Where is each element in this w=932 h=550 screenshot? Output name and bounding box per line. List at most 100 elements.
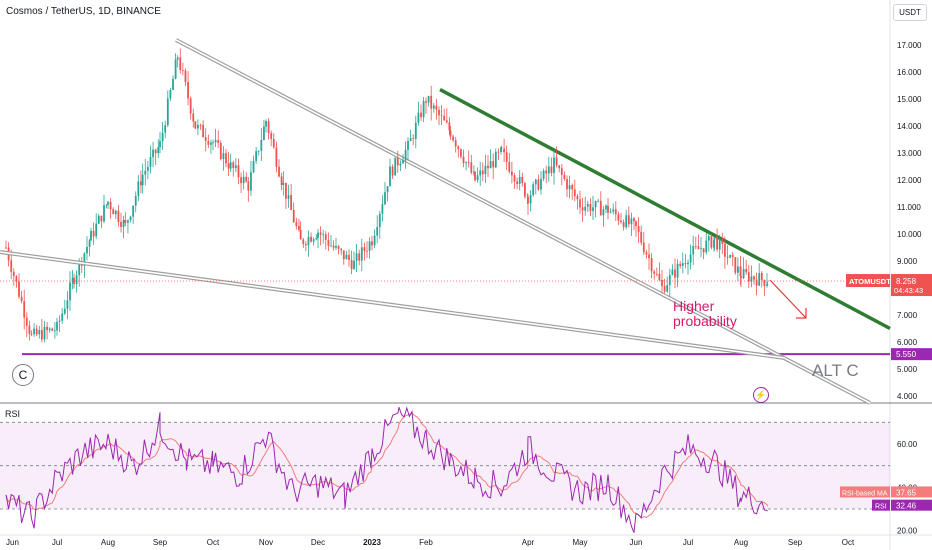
rsi-ma-name-bg — [840, 486, 890, 498]
time-tick-label: Apr — [522, 538, 535, 547]
candle-body — [263, 126, 265, 140]
candle-body — [90, 230, 92, 241]
candle-body — [589, 204, 592, 212]
candle-body — [298, 226, 300, 230]
candle-body — [378, 213, 381, 228]
price-tick-label: 12.000 — [897, 176, 922, 185]
flash-icon[interactable]: ⚡ — [753, 387, 769, 403]
candle-body — [260, 139, 263, 151]
time-tick-label: Dec — [311, 538, 325, 547]
candle-body — [48, 328, 51, 331]
candle-body — [661, 279, 663, 287]
candle-body — [56, 321, 58, 331]
candle-body — [332, 245, 335, 248]
candle-body — [358, 253, 361, 261]
candle-body — [594, 201, 597, 208]
candle-body — [534, 179, 537, 185]
candle-body — [713, 236, 716, 240]
candle-body — [252, 161, 255, 173]
last-price-label: 8.258 — [896, 277, 917, 286]
time-tick-label: Jun — [6, 538, 19, 547]
candle-body — [630, 218, 633, 225]
price-tick-label: 14.000 — [897, 122, 922, 131]
candle-body — [763, 280, 766, 286]
candle-body — [758, 273, 761, 286]
candle-body — [740, 276, 742, 278]
candle-body — [689, 254, 692, 263]
candle-body — [194, 121, 197, 129]
candle-body — [391, 166, 394, 176]
candle-body — [355, 253, 358, 261]
candle-body — [166, 98, 169, 126]
candle-body — [117, 210, 120, 222]
candle-body — [30, 333, 33, 335]
candle-body — [161, 132, 164, 142]
candle-body — [645, 252, 648, 255]
candle-body — [407, 141, 409, 150]
candle-body — [537, 179, 540, 190]
candle-body — [176, 57, 179, 60]
candle-body — [267, 121, 270, 134]
candle-body — [550, 166, 553, 173]
candle-body — [663, 286, 666, 292]
candle-body — [330, 245, 332, 247]
candle-body — [149, 157, 152, 167]
candle-body — [353, 260, 355, 269]
candle-body — [503, 148, 505, 153]
candle-body — [750, 276, 753, 282]
candle-body — [95, 223, 98, 237]
candle-body — [753, 276, 755, 280]
candle-body — [360, 247, 363, 261]
symbol-label: ATOMUSDT — [849, 277, 891, 286]
candle-body — [312, 239, 315, 242]
support-label: 5.550 — [896, 350, 917, 359]
countdown-label: 04:43:43 — [894, 286, 923, 295]
candle-body — [285, 182, 287, 199]
price-tick-label: 5.000 — [897, 365, 918, 374]
candle-body — [270, 133, 273, 140]
time-tick-label: 2023 — [363, 538, 381, 547]
candle-body — [295, 222, 298, 227]
candle-body — [157, 147, 160, 154]
candle-body — [739, 266, 742, 277]
candle-body — [384, 192, 386, 205]
candle-body — [137, 181, 140, 197]
candle-body — [440, 115, 443, 117]
candle-body — [521, 176, 524, 184]
price-tick-label: 6.000 — [897, 338, 918, 347]
candle-body — [460, 149, 462, 157]
candle-body — [88, 240, 91, 247]
candle-body — [402, 160, 404, 164]
candle-body — [92, 230, 95, 237]
candle-body — [694, 246, 697, 247]
candle-body — [465, 162, 467, 164]
candle-body — [605, 205, 607, 210]
candle-body — [584, 206, 587, 211]
candle-body — [614, 209, 617, 215]
candle-body — [144, 170, 147, 175]
candle-body — [457, 146, 460, 150]
candle-body — [15, 276, 18, 282]
rsi-tick-label: 60.00 — [897, 440, 918, 449]
candle-body — [625, 215, 628, 228]
candle-body — [255, 151, 258, 162]
candle-body — [18, 281, 20, 297]
price-tick-label: 16.000 — [897, 68, 922, 77]
candle-body — [681, 263, 684, 266]
logo-icon: C — [12, 364, 34, 386]
candle-body — [35, 328, 38, 335]
candle-body — [710, 236, 713, 248]
candle-body — [566, 178, 568, 190]
candle-body — [448, 122, 451, 131]
candle-body — [409, 138, 412, 142]
candle-body — [586, 204, 589, 207]
candle-body — [642, 242, 645, 253]
candle-body — [5, 247, 7, 249]
currency-button[interactable]: USDT — [893, 4, 927, 21]
candle-body — [489, 161, 492, 169]
candle-body — [280, 176, 283, 185]
candle-body — [571, 185, 574, 190]
candle-body — [435, 105, 438, 110]
candle-body — [307, 236, 310, 246]
